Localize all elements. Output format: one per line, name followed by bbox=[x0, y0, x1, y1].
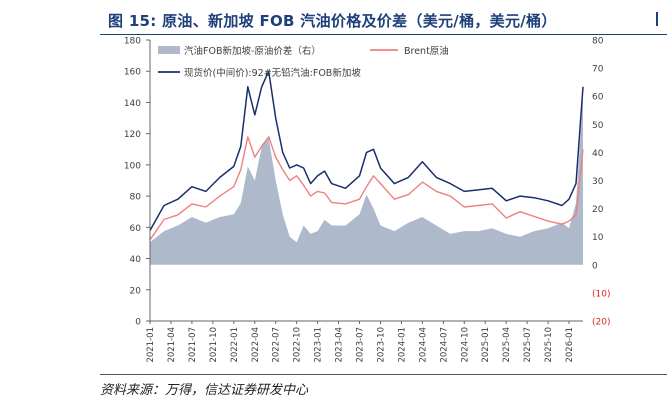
x-tick-label: 2022-04 bbox=[251, 327, 261, 363]
x-tick-label: 2024-04 bbox=[418, 327, 428, 363]
title-divider bbox=[100, 34, 667, 35]
source-note: 资料来源：万得，信达证券研发中心 bbox=[100, 383, 309, 398]
left-tick-label: 0 bbox=[135, 318, 141, 328]
left-tick-label: 160 bbox=[124, 68, 141, 78]
x-tick-label: 2024-01 bbox=[397, 327, 407, 363]
chart-title: 图 15: 原油、新加坡 FOB 汽油价格及价差（美元/桶，美元/桶） bbox=[108, 12, 557, 30]
edge-mark bbox=[656, 12, 666, 26]
brent-line bbox=[149, 136, 584, 241]
price-lines bbox=[149, 70, 584, 241]
left-tick-label: 140 bbox=[124, 99, 141, 109]
left-tick-label: 100 bbox=[124, 161, 141, 171]
right-tick-label: 70 bbox=[592, 65, 604, 75]
right-tick-label: (10) bbox=[592, 289, 610, 299]
left-tick-label: 40 bbox=[130, 255, 142, 265]
x-tick-label: 2021-10 bbox=[209, 327, 219, 363]
x-tick-label: 2021-01 bbox=[146, 327, 156, 363]
legend: 汽油FOB新加坡-原油价差（右） Brent原油现货价(中间价):92#无铅汽油:… bbox=[158, 45, 449, 79]
spread-series bbox=[150, 96, 583, 265]
source-divider bbox=[100, 374, 667, 375]
legend-spread-swatch bbox=[158, 46, 180, 54]
right-tick-label: 30 bbox=[592, 177, 604, 187]
x-tick-label: 2021-07 bbox=[188, 327, 198, 363]
x-tick-label: 2025-07 bbox=[523, 327, 533, 363]
x-tick-label: 2022-07 bbox=[272, 327, 282, 363]
x-tick-label: 2023-04 bbox=[335, 327, 345, 363]
right-tick-label: (20) bbox=[592, 318, 610, 328]
right-tick-label: 40 bbox=[592, 149, 604, 159]
right-tick-label: 20 bbox=[592, 205, 604, 215]
x-tick-label: 2025-10 bbox=[544, 327, 554, 363]
legend-gasoline-label: 现货价(中间价):92#无铅汽油:FOB新加坡 bbox=[184, 67, 361, 79]
legend-brent-label: Brent原油 bbox=[404, 45, 449, 57]
x-tick-label: 2023-10 bbox=[377, 327, 387, 363]
x-tick-label: 2026-01 bbox=[565, 327, 575, 363]
legend-spread-label: 汽油FOB新加坡-原油价差（右） bbox=[184, 45, 321, 57]
x-tick-label: 2024-07 bbox=[439, 327, 449, 363]
x-tick-label: 2025-04 bbox=[502, 327, 512, 363]
left-tick-label: 60 bbox=[130, 224, 142, 234]
x-tick-label: 2021-04 bbox=[167, 327, 177, 363]
x-tick-label: 2025-01 bbox=[481, 327, 491, 363]
chart-title-row: 图 15: 原油、新加坡 FOB 汽油价格及价差（美元/桶，美元/桶） bbox=[108, 10, 557, 32]
x-tick-label: 2024-10 bbox=[460, 327, 470, 363]
x-tick-label: 2022-01 bbox=[230, 327, 240, 363]
right-tick-label: 0 bbox=[592, 261, 598, 271]
right-tick-label: 60 bbox=[592, 93, 604, 103]
x-tick-label: 2023-01 bbox=[314, 327, 324, 363]
left-tick-label: 80 bbox=[130, 193, 142, 203]
right-tick-label: 80 bbox=[592, 37, 604, 47]
x-tick-label: 2022-10 bbox=[293, 327, 303, 363]
right-tick-label: 50 bbox=[592, 121, 604, 131]
left-tick-label: 20 bbox=[130, 286, 142, 296]
gasoline-line bbox=[149, 70, 584, 231]
left-tick-label: 120 bbox=[124, 130, 141, 140]
x-tick-label: 2023-07 bbox=[356, 327, 366, 363]
axes: 0 20 40 60 80 100 120 140 160 180 (20) (10) 0 10 20 30 4… bbox=[124, 37, 611, 363]
spread-area bbox=[150, 96, 583, 265]
right-tick-label: 10 bbox=[592, 233, 604, 243]
left-tick-label: 180 bbox=[124, 37, 141, 47]
